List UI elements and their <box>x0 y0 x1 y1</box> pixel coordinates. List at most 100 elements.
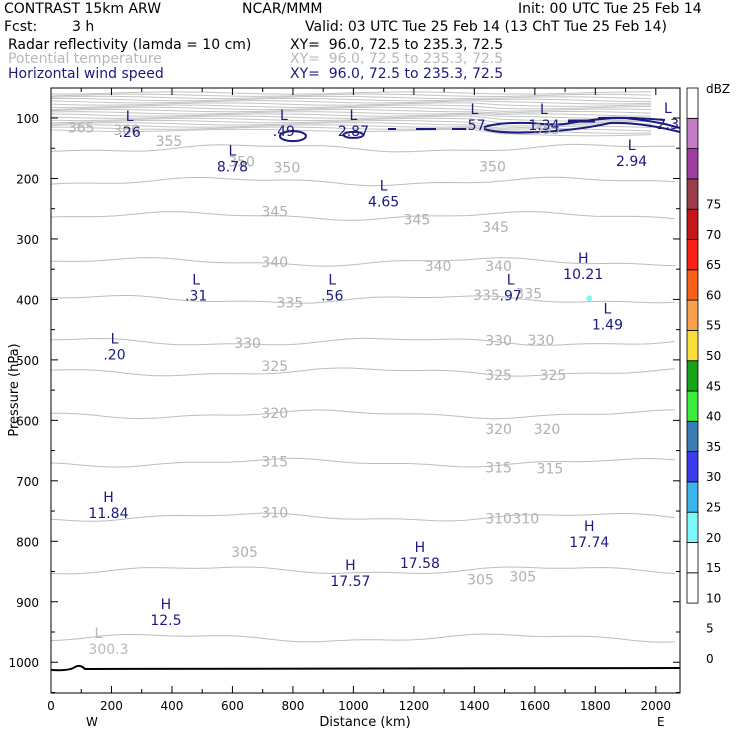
colorbar-label: 15 <box>706 561 721 575</box>
theta-contour <box>51 409 676 420</box>
theta-label: 365 <box>68 121 95 137</box>
theta-contour <box>50 512 676 522</box>
theta-label: 305 <box>467 572 494 588</box>
theta-label: 315 <box>485 461 512 477</box>
x-tick-label: 400 <box>161 699 184 713</box>
theta-contour <box>50 100 652 105</box>
colorbar-swatch <box>686 148 699 180</box>
theta-label: 350 <box>274 161 301 177</box>
field-reflectivity-name: Radar reflectivity (lamda = 10 cm) <box>8 37 252 53</box>
theta-contour <box>50 95 652 100</box>
x-tick-label: 1400 <box>459 699 490 713</box>
colorbar-label: 65 <box>706 258 721 272</box>
center-name: NCAR/MMM <box>242 1 323 17</box>
wind-extremum-type: L <box>280 108 288 124</box>
colorbar-swatch <box>686 420 699 452</box>
colorbar-swatch <box>686 178 699 210</box>
theta-contour <box>50 113 652 120</box>
theta-label: 310 <box>485 511 512 527</box>
wind-extremum-type: H <box>161 597 172 613</box>
y-tick-label: 600 <box>16 414 39 428</box>
wind-contour <box>342 130 365 139</box>
theta-contour <box>50 143 676 153</box>
theta-contour <box>50 104 652 110</box>
theta-contour <box>50 124 652 132</box>
wind-extremum-value: 17.74 <box>569 535 609 551</box>
theta-label: 340 <box>485 259 512 275</box>
theta-label: 340 <box>261 255 288 271</box>
axes: 100 200 300 400 500 600 700 800 900 1000 0 200 400 60… <box>7 88 680 730</box>
init-time: Init: 00 UTC Tue 25 Feb 14 <box>518 1 702 17</box>
wind-extremum-type: H <box>415 540 426 556</box>
theta-label: 335 <box>473 288 500 304</box>
theta-contour <box>50 93 652 98</box>
colorbar: dBZ 0 5 10 15 20 25 30 35 40 45 50 55 60 65 70 75 <box>686 82 730 666</box>
wind-extremum-value: 2.94 <box>616 154 647 170</box>
colorbar-label: 5 <box>706 622 714 636</box>
wind-extremum-value: .20 <box>103 348 125 364</box>
wind-extremum-value: 2.87 <box>338 124 369 140</box>
x-tick-label: 1200 <box>399 699 430 713</box>
x-end-label-east: E <box>657 715 665 729</box>
reflectivity-echo <box>586 295 593 302</box>
theta-label: 325 <box>540 368 567 384</box>
wind-extremum-value: 8.78 <box>217 160 248 176</box>
wind-extremum-value: 1.34 <box>528 118 559 134</box>
x-tick-label: 800 <box>281 699 304 713</box>
theta-contour <box>50 91 652 95</box>
wind-contour <box>278 130 307 143</box>
wind-contour <box>483 121 681 134</box>
wind-extremum-value: .56 <box>321 288 343 304</box>
theta-contour <box>51 257 676 267</box>
ground-line <box>50 664 681 672</box>
wind-extremum-value: 11.84 <box>88 506 128 522</box>
x-tick-label: 0 <box>47 699 55 713</box>
wind-extremum-value: 1.49 <box>592 317 623 333</box>
colorbar-label: 50 <box>706 349 721 363</box>
wind-extremum-type: L <box>507 272 515 288</box>
wind-extremum-type: L <box>328 272 336 288</box>
wind-extremum-value: 17.58 <box>400 556 440 572</box>
theta-label: 325 <box>261 359 288 375</box>
x-tick-label: 2000 <box>641 699 672 713</box>
wind-contour <box>597 116 666 121</box>
theta-label: 340 <box>425 259 452 275</box>
wind-contour <box>483 116 681 129</box>
theta-contour <box>50 119 652 127</box>
y-tick-label: 700 <box>16 475 39 489</box>
colorbar-swatch <box>686 208 699 240</box>
y-tick-label: 1000 <box>8 656 39 670</box>
x-tick-label: 200 <box>100 699 123 713</box>
wind-extremum-type: L <box>111 332 119 348</box>
field-wind-name: Horizontal wind speed <box>8 66 164 82</box>
y-tick-label: 500 <box>16 354 39 368</box>
theta-label: 335 <box>277 295 304 311</box>
fcst-value: 3 h <box>72 19 95 35</box>
wind-extremum-value: .49 <box>273 124 295 140</box>
theta-label: 335 <box>515 286 542 302</box>
colorbar-label: 45 <box>706 379 721 393</box>
theta-extremum-type: L <box>95 626 103 642</box>
wind-extremum-type: H <box>103 490 114 506</box>
colorbar-swatch <box>686 299 699 331</box>
colorbar-swatch <box>686 451 699 483</box>
y-tick-label: 300 <box>16 233 39 247</box>
wind-extremum-value: 17.57 <box>330 574 370 590</box>
theta-contour <box>50 128 652 137</box>
field-theta-xy: XY= 96.0, 72.5 to 235.3, 72.5 <box>290 51 504 67</box>
field-theta-name: Potential temperature <box>8 51 162 67</box>
wind-extremum-value: .97 <box>500 288 522 304</box>
wind-extremum-value: 12.5 <box>150 613 181 629</box>
colorbar-label: 40 <box>706 410 721 424</box>
colorbar-swatch <box>686 542 699 574</box>
theta-contour <box>50 108 652 114</box>
colorbar-swatch <box>686 117 699 150</box>
wind-extremum-type: H <box>578 251 589 267</box>
colorbar-label: 0 <box>706 652 714 666</box>
colorbar-label: 75 <box>706 198 721 212</box>
colorbar-unit: dBZ <box>706 82 730 96</box>
theta-contour <box>50 295 676 304</box>
theta-label: 325 <box>485 368 512 384</box>
colorbar-label: 60 <box>706 288 721 302</box>
